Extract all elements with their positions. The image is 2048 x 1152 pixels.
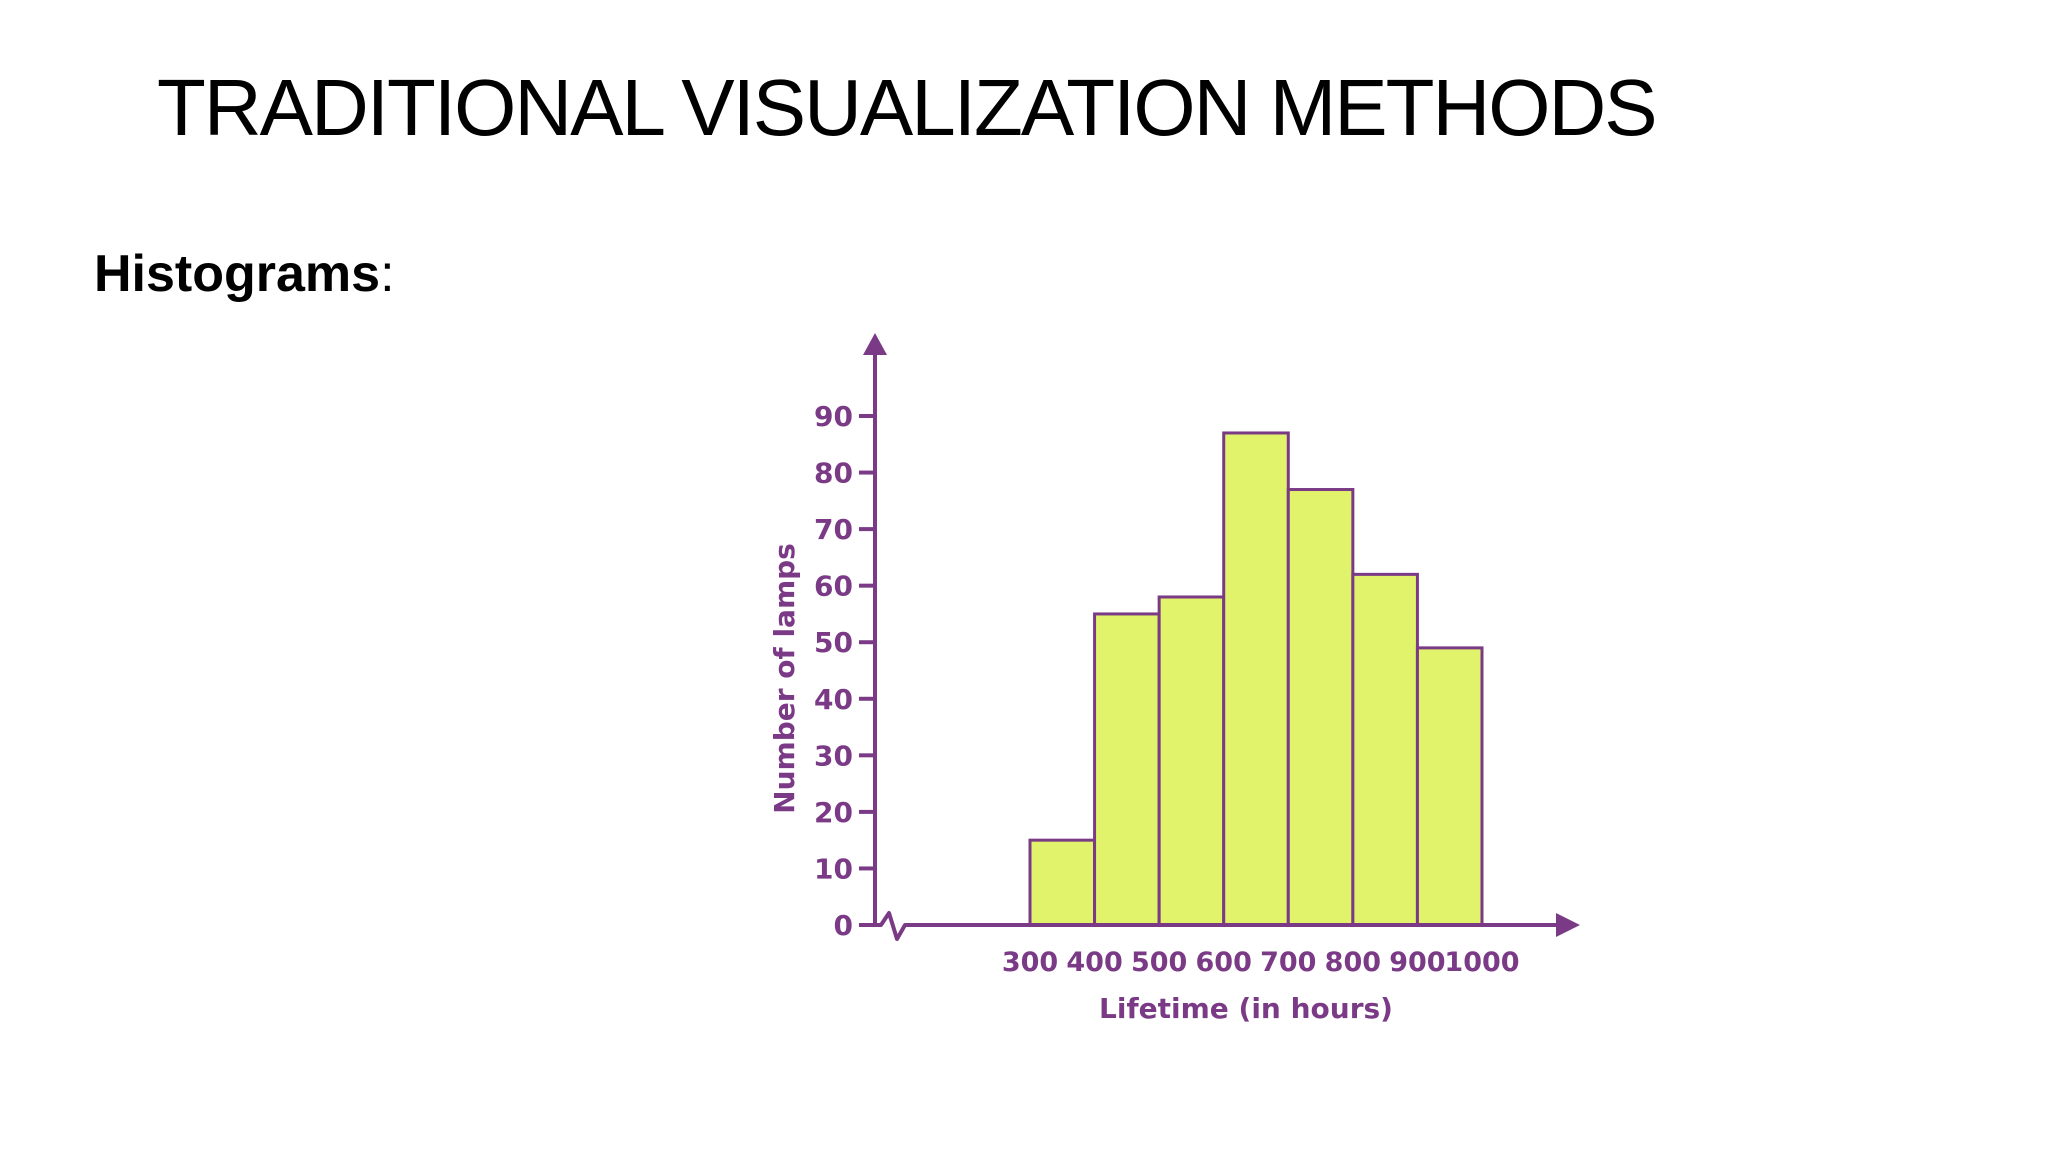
x-axis-arrow-icon <box>1556 913 1580 937</box>
histogram-bar-800-900 <box>1351 572 1419 927</box>
y-tick-label-60: 60 <box>814 570 853 603</box>
histogram-bar-300-400 <box>1028 838 1097 927</box>
section-heading-text: Histograms <box>94 245 381 303</box>
x-axis-line <box>875 911 1560 941</box>
y-tick-label-10: 10 <box>814 852 853 885</box>
y-tick-label-80: 80 <box>814 457 853 490</box>
y-tick-label-50: 50 <box>814 626 853 659</box>
y-axis-arrow-icon <box>863 333 887 355</box>
x-tick-label-600: 600 <box>1196 947 1252 978</box>
y-axis-ticks: 0 10 20 30 40 50 60 70 80 90 <box>814 400 875 942</box>
y-tick-label-70: 70 <box>814 513 853 546</box>
x-tick-label-400: 400 <box>1066 947 1122 978</box>
y-tick-label-20: 20 <box>814 796 853 829</box>
histogram-bar-400-500 <box>1093 612 1161 927</box>
x-tick-label-1000: 1000 <box>1444 947 1519 978</box>
slide-title: TRADITIONAL VISUALIZATION METHODS <box>157 63 1658 152</box>
x-tick-label-700: 700 <box>1260 947 1316 978</box>
section-heading: Histograms: <box>94 244 395 304</box>
y-tick-label-30: 30 <box>814 739 853 772</box>
y-tick-label-0: 0 <box>834 909 853 942</box>
x-tick-label-300: 300 <box>1002 947 1058 978</box>
histogram-bar-600-700 <box>1222 431 1290 927</box>
histogram-bars <box>1028 431 1484 927</box>
x-tick-label-900: 900 <box>1389 947 1445 978</box>
x-tick-label-500: 500 <box>1131 947 1187 978</box>
x-axis-label: Lifetime (in hours) <box>1099 992 1393 1025</box>
y-axis-label: Number of lamps <box>768 543 801 814</box>
histogram-bar-700-800 <box>1286 488 1355 927</box>
section-heading-colon: : <box>380 245 395 303</box>
histogram-bar-500-600 <box>1157 595 1226 927</box>
histogram-bar-900-1000 <box>1415 646 1484 927</box>
x-tick-label-800: 800 <box>1325 947 1381 978</box>
histogram-axes <box>863 333 1580 941</box>
y-tick-label-40: 40 <box>814 683 853 716</box>
y-tick-label-90: 90 <box>814 400 853 433</box>
